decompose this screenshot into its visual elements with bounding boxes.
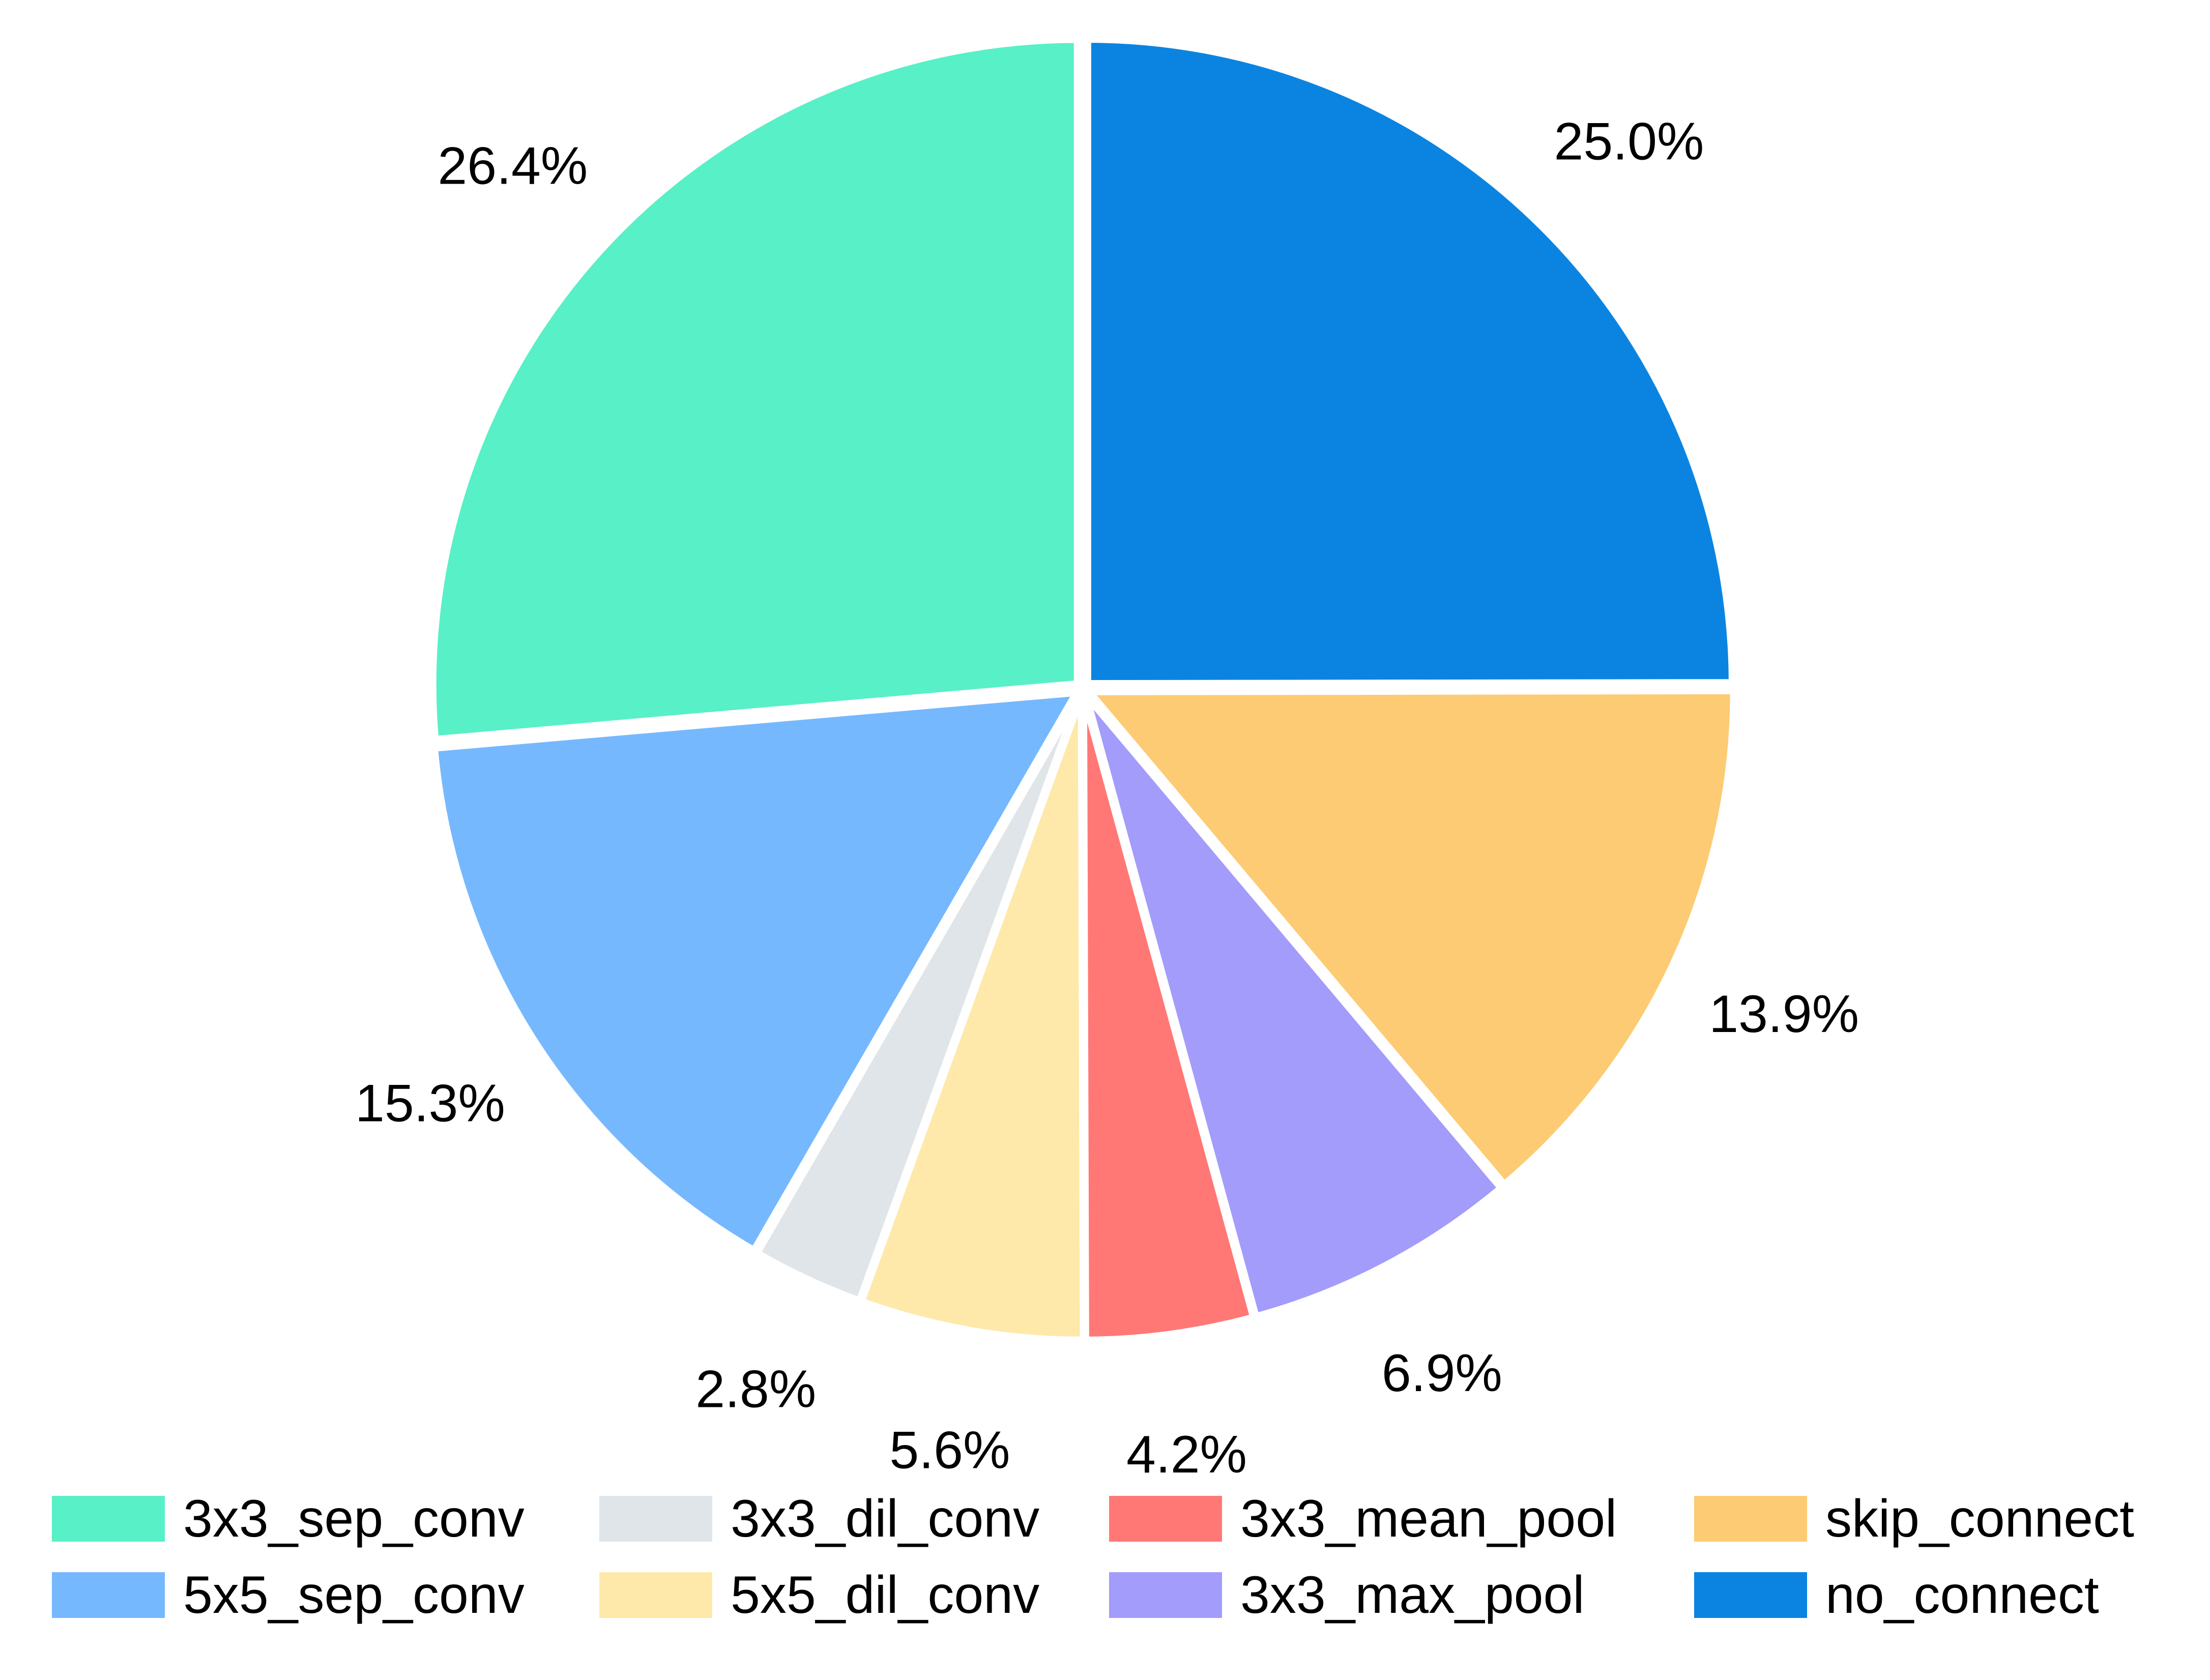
- pie-slice-3x3-dil-conv: [753, 691, 1084, 1305]
- pie-slice-5x5-sep-conv: [430, 689, 1081, 1254]
- legend-item-3x3-max-pool: 3x3_max_pool: [1109, 1566, 1584, 1625]
- legend-item-5x5-dil-conv: 5x5_dil_conv: [599, 1566, 1039, 1625]
- pie-label-no-connect: 25.0%: [1554, 112, 1704, 171]
- legend-label-3x3-sep-conv: 3x3_sep_conv: [183, 1489, 525, 1548]
- legend-label-5x5-sep-conv: 5x5_sep_conv: [183, 1566, 525, 1625]
- legend-swatch-3x3-dil-conv: [599, 1496, 712, 1542]
- legend-item-no-connect: no_connect: [1694, 1566, 2099, 1625]
- pie-label-3x3-dil-conv: 2.8%: [695, 1360, 816, 1419]
- legend-label-3x3-mean-pool: 3x3_mean_pool: [1240, 1489, 1617, 1548]
- legend-label-5x5-dil-conv: 5x5_dil_conv: [731, 1566, 1039, 1625]
- pie-slice-5x5-dil-conv: [858, 692, 1087, 1344]
- legend-swatch-skip-connect: [1694, 1496, 1807, 1542]
- pie-label-3x3-sep-conv: 26.4%: [438, 137, 588, 196]
- legend-item-3x3-mean-pool: 3x3_mean_pool: [1109, 1489, 1617, 1548]
- legend-label-3x3-dil-conv: 3x3_dil_conv: [731, 1489, 1039, 1548]
- pie-label-3x3-max-pool: 6.9%: [1382, 1344, 1502, 1403]
- legend-item-5x5-sep-conv: 5x5_sep_conv: [52, 1566, 525, 1625]
- pie-label-5x5-dil-conv: 5.6%: [889, 1421, 1010, 1480]
- legend: 3x3_sep_conv 5x5_sep_conv 3x3_dil_conv 5x5_…: [52, 1489, 2134, 1625]
- pie-label-5x5-sep-conv: 15.3%: [355, 1074, 505, 1133]
- legend-item-3x3-dil-conv: 3x3_dil_conv: [599, 1489, 1039, 1548]
- legend-swatch-no-connect: [1694, 1572, 1807, 1618]
- legend-swatch-3x3-mean-pool: [1109, 1496, 1222, 1542]
- legend-label-3x3-max-pool: 3x3_max_pool: [1240, 1566, 1584, 1625]
- legend-swatch-3x3-sep-conv: [52, 1496, 165, 1542]
- pie-percent-labels: 25.0% 13.9% 6.9% 4.2% 5.6% 2.8% 15.3% 26.4%: [355, 112, 1859, 1484]
- pie-label-3x3-mean-pool: 4.2%: [1126, 1425, 1247, 1484]
- legend-label-skip-connect: skip_connect: [1825, 1489, 2134, 1548]
- legend-label-no-connect: no_connect: [1825, 1566, 2099, 1625]
- pie-slice-3x3-mean-pool: [1080, 692, 1257, 1344]
- pie-slices: [429, 36, 1737, 1344]
- legend-swatch-5x5-sep-conv: [52, 1572, 165, 1618]
- legend-item-3x3-sep-conv: 3x3_sep_conv: [52, 1489, 525, 1548]
- legend-swatch-5x5-dil-conv: [599, 1572, 712, 1618]
- pie-slice-3x3-sep-conv: [429, 36, 1081, 743]
- pie-slice-skip-connect: [1085, 687, 1737, 1189]
- legend-swatch-3x3-max-pool: [1109, 1572, 1222, 1618]
- pie-slice-no-connect: [1084, 36, 1736, 688]
- pie-label-skip-connect: 13.9%: [1709, 985, 1859, 1044]
- legend-item-skip-connect: skip_connect: [1694, 1489, 2134, 1548]
- pie-slice-3x3-max-pool: [1082, 691, 1505, 1320]
